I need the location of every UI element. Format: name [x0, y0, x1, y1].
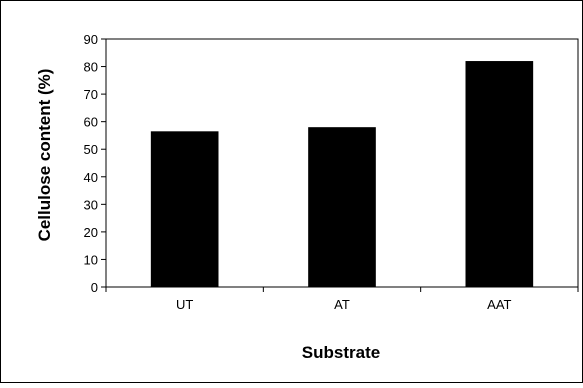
y-tick-label: 0 [91, 280, 98, 295]
y-tick-label: 70 [84, 87, 98, 102]
y-tick-label: 30 [84, 197, 98, 212]
y-tick-label: 20 [84, 225, 98, 240]
bar-at [308, 127, 376, 287]
x-tick-label: AT [334, 297, 350, 312]
y-tick-label: 50 [84, 142, 98, 157]
plot-area: 0 10 20 30 40 50 60 70 80 90 UT AT AAT [84, 32, 579, 312]
bar-aat [465, 61, 534, 287]
y-tick-label: 60 [84, 115, 98, 130]
y-tick-label: 10 [84, 252, 98, 267]
y-tick-label: 90 [84, 32, 98, 47]
y-tick-label: 40 [84, 170, 98, 185]
bar-ut [150, 131, 219, 287]
y-axis-title: Cellulose content (%) [35, 69, 54, 242]
y-tick-label: 80 [84, 60, 98, 75]
x-tick-label: AAT [487, 297, 511, 312]
x-tick-label: UT [176, 297, 193, 312]
x-axis-title: Substrate [302, 343, 380, 362]
